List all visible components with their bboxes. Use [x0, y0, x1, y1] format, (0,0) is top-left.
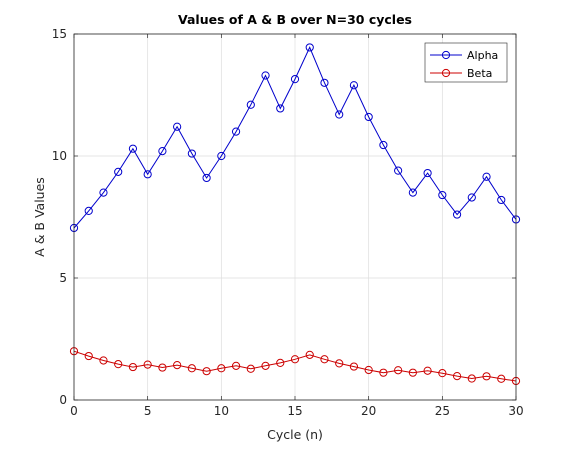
data-point-beta [290, 355, 300, 364]
data-point-beta [202, 367, 211, 376]
legend-marker-alpha [441, 50, 451, 60]
data-point-alpha [276, 104, 285, 113]
data-point-alpha [408, 188, 417, 197]
data-point-beta [158, 363, 167, 372]
y-tick-label: 5 [59, 271, 67, 285]
data-point-beta [128, 362, 138, 372]
data-point-beta [276, 358, 285, 368]
data-point-beta [217, 364, 226, 373]
data-point-beta [231, 361, 241, 370]
data-point-beta [320, 355, 329, 364]
data-point-beta [143, 360, 152, 369]
data-point-alpha [99, 188, 108, 197]
data-point-alpha [261, 71, 270, 80]
x-tick-label: 15 [287, 404, 302, 418]
data-point-beta [305, 350, 314, 359]
data-point-alpha [438, 190, 447, 200]
data-point-beta [99, 356, 108, 365]
series-line-beta [73, 350, 517, 382]
data-point-beta [482, 372, 491, 381]
data-point-alpha [467, 193, 476, 202]
data-point-beta [246, 364, 255, 373]
data-point-beta [423, 366, 432, 375]
data-point-alpha [349, 81, 359, 90]
x-tick-label: 0 [70, 404, 78, 418]
data-point-alpha [128, 144, 138, 153]
data-point-beta [84, 351, 93, 361]
series-group [69, 43, 521, 386]
legend-label-beta: Beta [467, 67, 492, 80]
data-point-beta [394, 366, 403, 375]
x-tick-label: 5 [144, 404, 152, 418]
series-line-alpha [73, 46, 517, 229]
data-point-alpha [320, 78, 329, 87]
x-tick-label: 25 [435, 404, 450, 418]
y-tick-label: 10 [52, 149, 67, 163]
data-point-alpha [187, 149, 196, 158]
data-point-beta [349, 362, 359, 371]
data-point-beta [335, 359, 344, 368]
data-point-beta [261, 361, 270, 370]
legend-box [424, 42, 508, 83]
y-tick-label: 0 [59, 393, 67, 407]
data-point-alpha [217, 151, 226, 161]
x-tick-label: 10 [214, 404, 229, 418]
data-point-alpha [290, 75, 300, 84]
data-point-alpha [143, 170, 152, 179]
x-tick-label: 30 [508, 404, 523, 418]
y-tick-label: 15 [52, 27, 67, 41]
data-point-alpha [335, 110, 344, 119]
data-point-beta [379, 368, 388, 377]
y-axis-label: A & B Values [32, 177, 47, 257]
x-axis-label: Cycle (n) [267, 427, 323, 442]
data-point-alpha [305, 43, 314, 52]
legend-marker-beta [441, 68, 451, 78]
data-point-beta [173, 361, 182, 370]
data-point-beta [467, 374, 476, 383]
data-point-alpha [246, 100, 255, 109]
data-point-beta [497, 374, 506, 383]
data-point-alpha [114, 167, 123, 176]
legend-item-beta: Beta [430, 67, 492, 80]
data-point-alpha [231, 127, 241, 136]
data-point-alpha [379, 140, 388, 150]
data-point-alpha [394, 166, 403, 175]
series-beta [69, 347, 521, 386]
legend-label-alpha: Alpha [467, 49, 498, 62]
legend-item-alpha: Alpha [430, 49, 498, 62]
data-point-beta [187, 364, 196, 373]
data-point-alpha [202, 173, 211, 183]
data-point-alpha [497, 195, 506, 205]
series-alpha [69, 43, 521, 233]
data-point-beta [114, 360, 123, 369]
data-point-beta [364, 365, 373, 375]
data-point-beta [408, 368, 417, 377]
chart-title: Values of A & B over N=30 cycles [178, 12, 412, 27]
x-tick-label: 20 [361, 404, 376, 418]
data-point-alpha [173, 122, 182, 131]
data-point-alpha [452, 210, 462, 219]
data-point-alpha [84, 206, 93, 215]
data-point-beta [438, 369, 447, 378]
axis-ticks: 0 5 10 15 20 25 30 0 5 10 15 [52, 27, 524, 418]
legend: Alpha Beta [424, 42, 508, 83]
data-point-alpha [423, 168, 432, 178]
data-point-alpha [482, 172, 491, 181]
data-point-beta [452, 371, 462, 381]
data-point-alpha [158, 147, 167, 156]
data-point-alpha [364, 112, 373, 122]
